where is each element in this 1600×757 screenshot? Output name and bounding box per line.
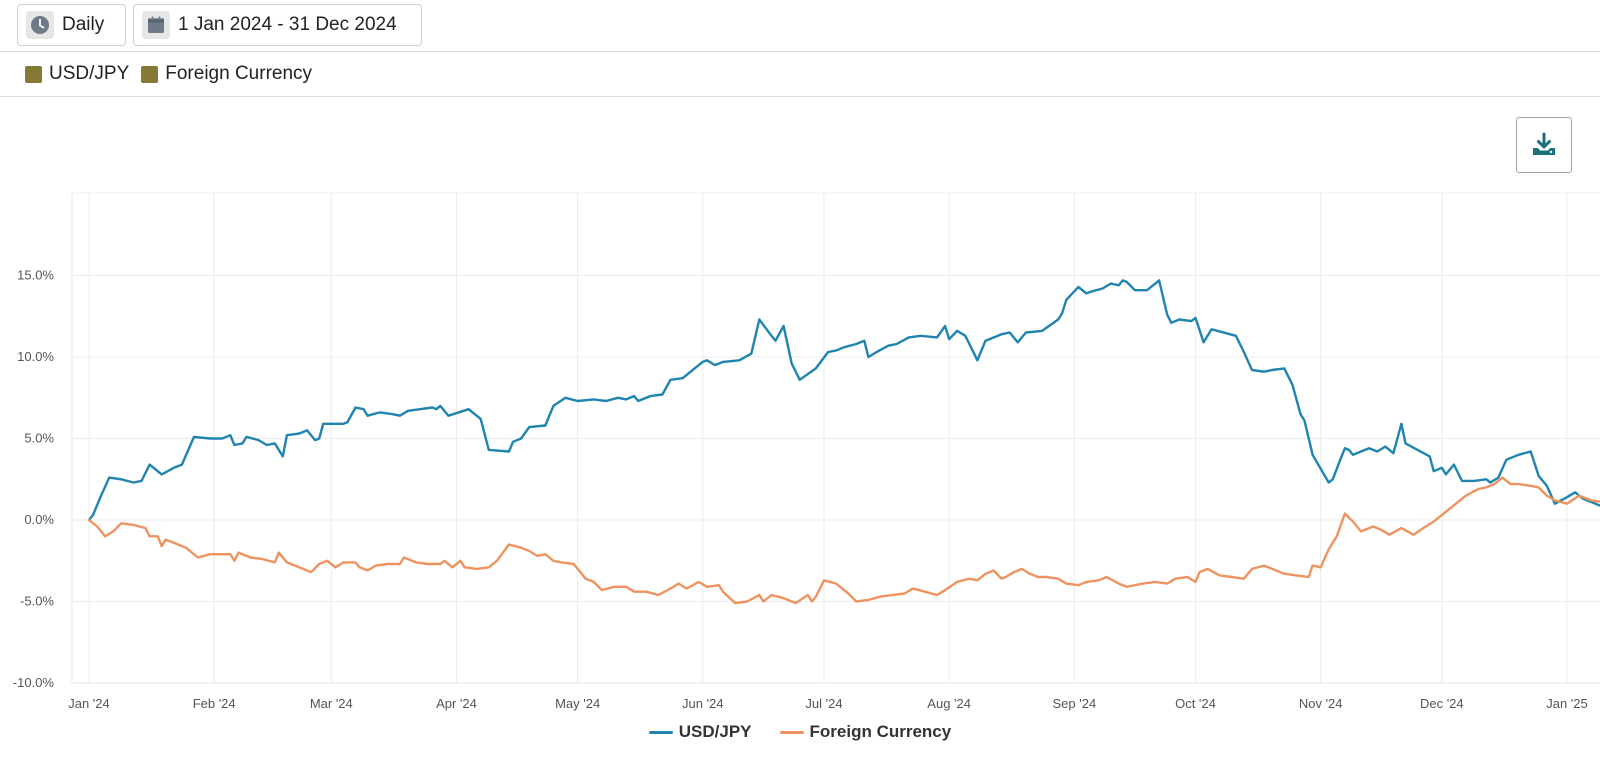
calendar-icon xyxy=(142,11,170,39)
series-swatch xyxy=(25,65,42,83)
x-axis-ticks: Jan '24 Feb '24 Mar '24 Apr '24 May '24 Jun '… xyxy=(68,696,1588,711)
y-tick-label: 15.0% xyxy=(17,268,54,283)
series-lines xyxy=(87,279,1600,620)
date-range-label: 1 Jan 2024 - 31 Dec 2024 xyxy=(178,14,397,35)
gridlines xyxy=(71,192,1600,684)
clock-icon xyxy=(26,11,54,39)
x-tick-label: Aug '24 xyxy=(927,696,971,711)
y-axis-ticks: -10.0% -5.0% 0.0% 5.0% 10.0% 15.0% xyxy=(13,268,55,691)
x-tick-label: May '24 xyxy=(555,696,600,711)
legend-line-usd-jpy xyxy=(648,730,673,734)
legend-line-foreign-currency xyxy=(779,730,804,734)
y-tick-label: 10.0% xyxy=(17,349,54,364)
frequency-label: Daily xyxy=(62,14,105,35)
y-tick-label: -5.0% xyxy=(20,594,54,609)
legend-item-foreign-currency[interactable]: Foreign Currency xyxy=(779,722,952,742)
series-line-foreign-currency[interactable] xyxy=(87,476,1600,620)
x-tick-label: Apr '24 xyxy=(436,696,477,711)
date-range-selector[interactable]: 1 Jan 2024 - 31 Dec 2024 xyxy=(133,4,422,46)
series-line-usd-jpy[interactable] xyxy=(87,279,1600,525)
x-tick-label: Jul '24 xyxy=(805,696,842,711)
legend-item-usd-jpy[interactable]: USD/JPY xyxy=(648,722,752,742)
x-tick-label: Nov '24 xyxy=(1299,696,1343,711)
x-tick-label: Jan '24 xyxy=(68,696,110,711)
x-tick-label: Oct '24 xyxy=(1175,696,1216,711)
series-swatch xyxy=(141,65,159,83)
series-toggle-label: USD/JPY xyxy=(49,63,130,84)
chart-legend: USD/JPY Foreign Currency xyxy=(0,718,1600,746)
series-toggle-label: Foreign Currency xyxy=(165,63,313,84)
frequency-selector[interactable]: Daily xyxy=(17,4,126,46)
series-toggle-foreign-currency[interactable]: Foreign Currency xyxy=(141,63,312,85)
toolbar: Daily 1 Jan 2024 - 31 Dec 2024 xyxy=(0,0,1600,52)
y-tick-label: -10.0% xyxy=(13,675,55,690)
legend-label: Foreign Currency xyxy=(809,722,952,741)
x-tick-label: Dec '24 xyxy=(1420,696,1464,711)
x-tick-label: Feb '24 xyxy=(193,696,236,711)
y-tick-label: 5.0% xyxy=(24,431,54,446)
series-toggle-usd-jpy[interactable]: USD/JPY xyxy=(25,63,129,85)
x-tick-label: Sep '24 xyxy=(1052,696,1096,711)
download-icon xyxy=(1533,132,1555,155)
x-tick-label: Jan '25 xyxy=(1546,696,1588,711)
legend-label: USD/JPY xyxy=(678,722,752,741)
y-tick-label: 0.0% xyxy=(24,512,54,527)
series-selector: USD/JPY Foreign Currency xyxy=(0,52,1600,97)
x-tick-label: Mar '24 xyxy=(310,696,353,711)
download-button[interactable] xyxy=(1516,117,1572,173)
x-tick-label: Jun '24 xyxy=(682,696,724,711)
